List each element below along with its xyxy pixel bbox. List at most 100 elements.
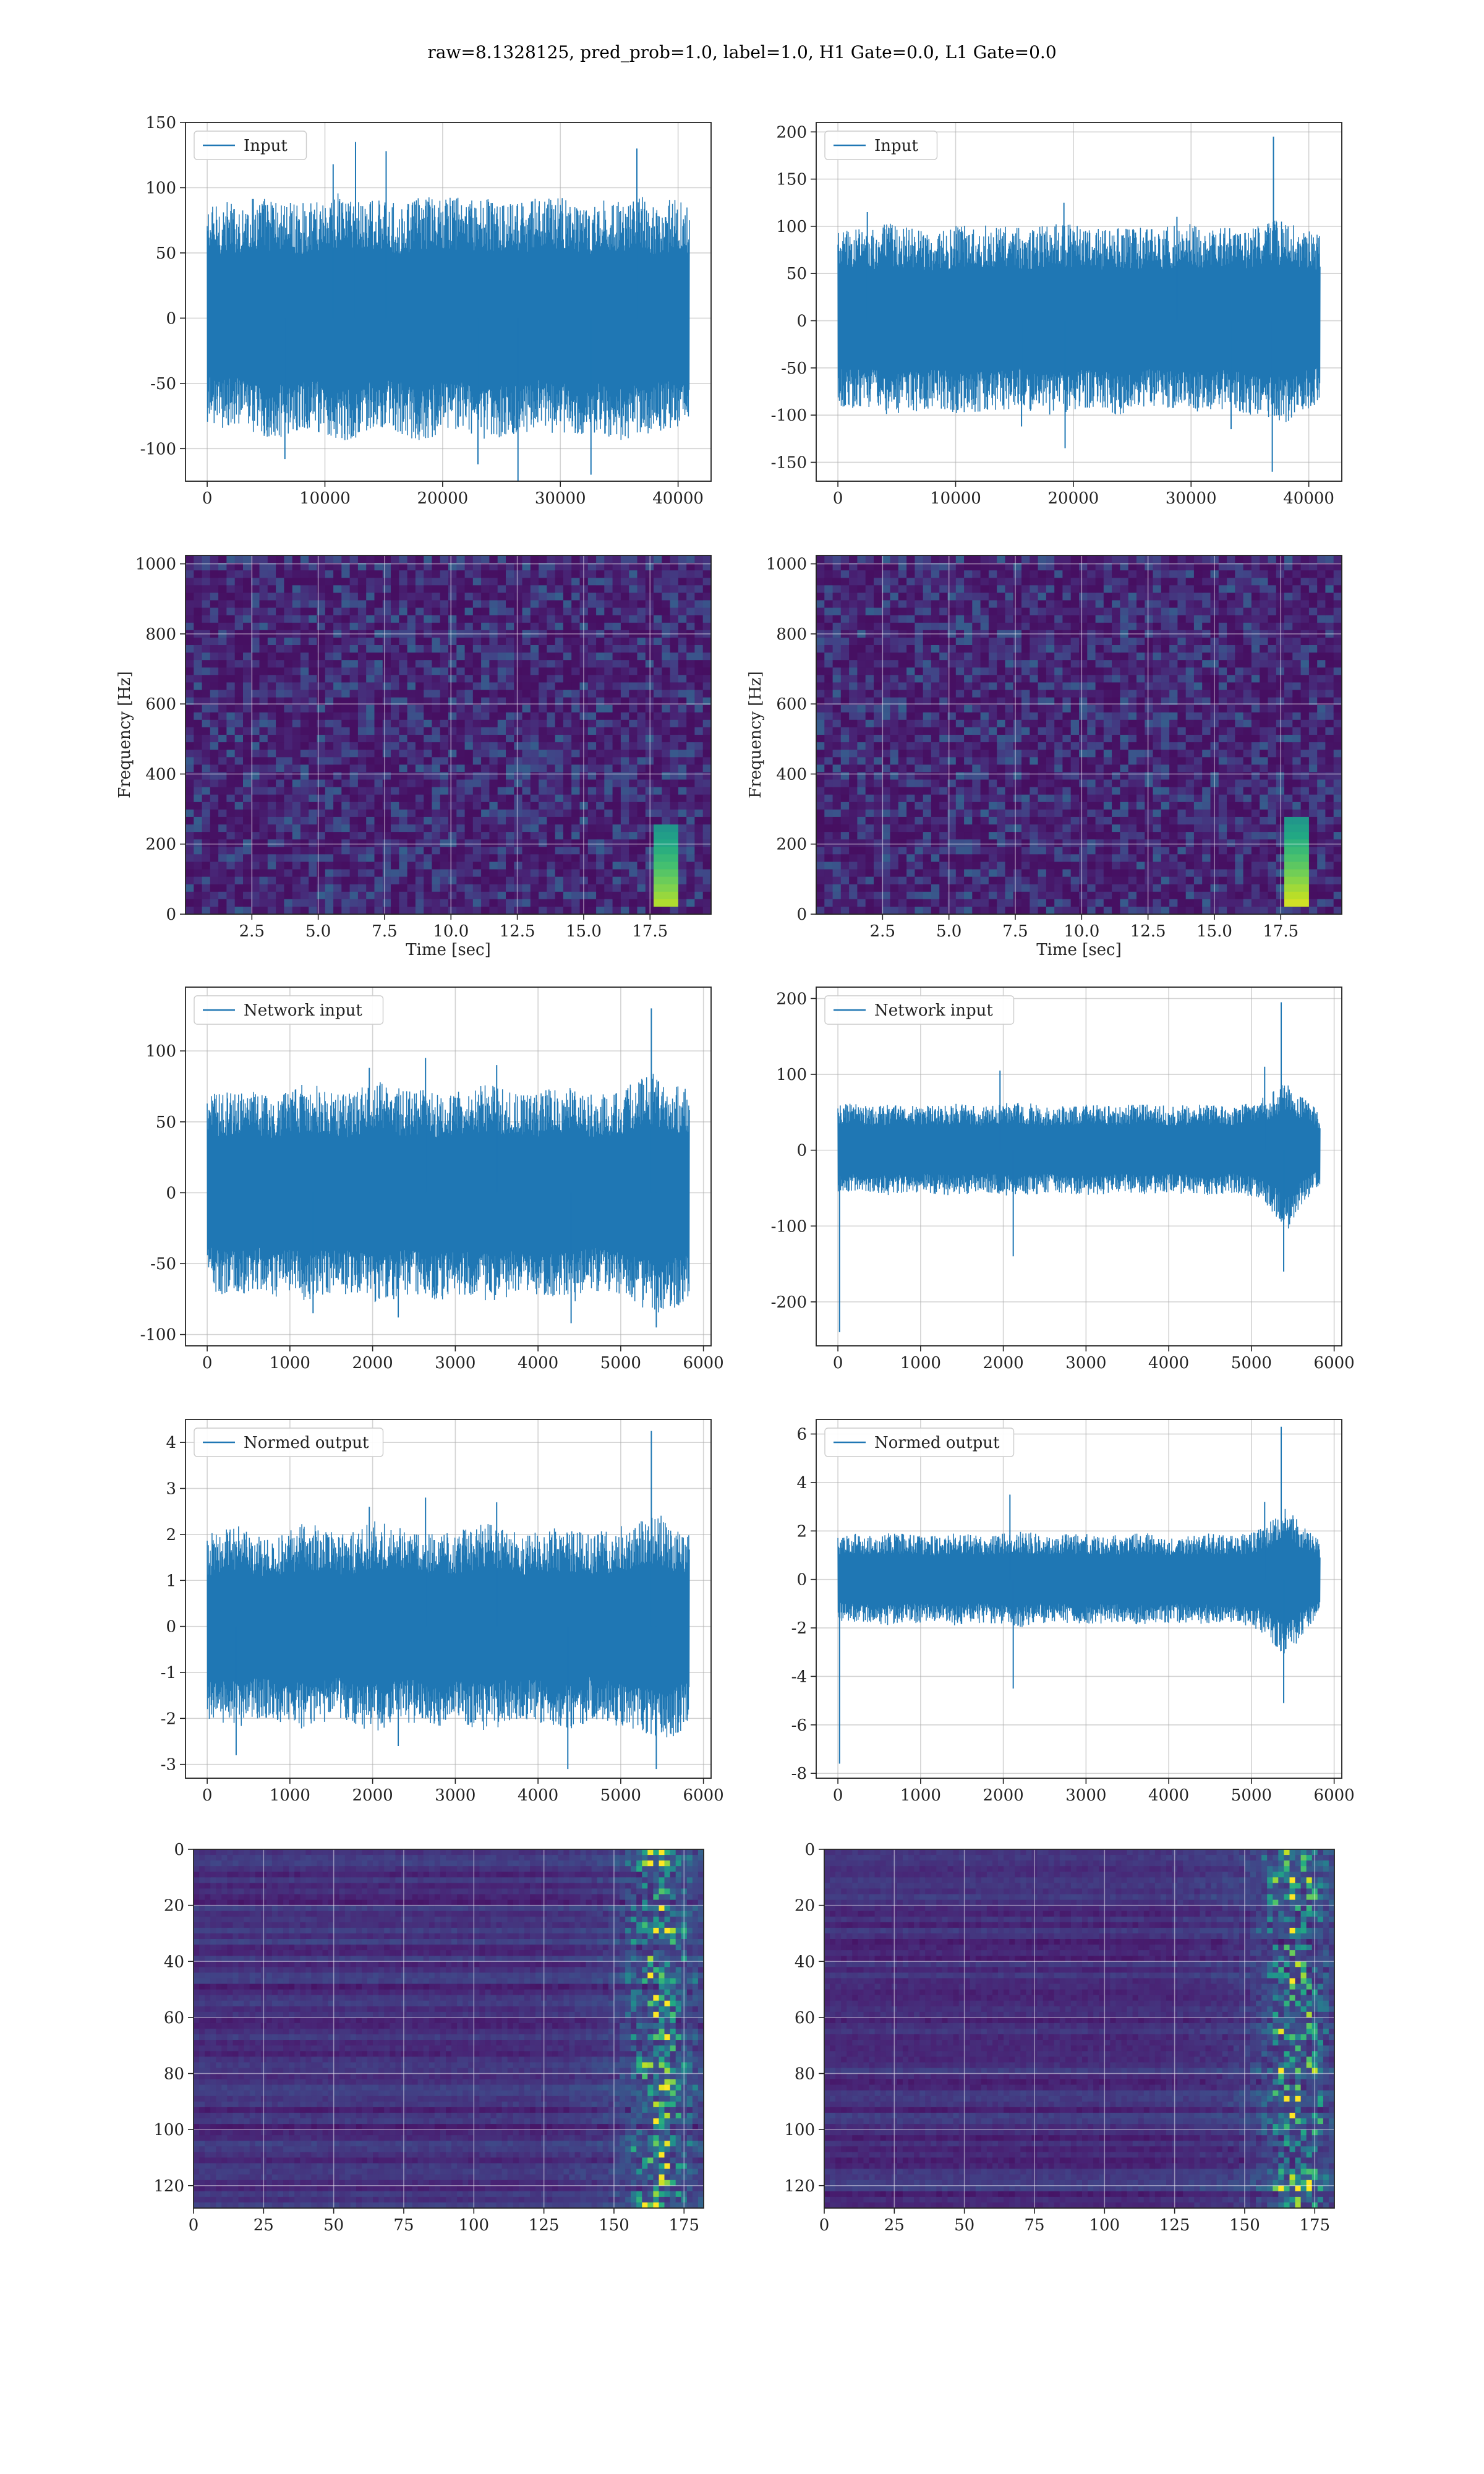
axes-frame bbox=[185, 1419, 712, 1779]
x-tick-label: 17.5 bbox=[632, 922, 668, 941]
legend-box bbox=[194, 131, 307, 160]
legend: Network input bbox=[824, 995, 1015, 1025]
series-line bbox=[207, 1515, 690, 1738]
series-line bbox=[837, 1509, 1321, 1654]
chart-input_h1: 0 10000 20000 30000 40000 -100 -50 0 50 100 150 Inp… bbox=[140, 114, 712, 508]
x-tick-label: 1000 bbox=[900, 1786, 941, 1805]
y-tick-label: -50 bbox=[150, 375, 176, 393]
x-tick-label: 0 bbox=[202, 489, 213, 508]
y-tick-label: -100 bbox=[140, 440, 176, 458]
x-tick-label: 5000 bbox=[600, 1786, 641, 1805]
y-tick-label: 800 bbox=[145, 625, 176, 644]
x-tick-label: 0 bbox=[202, 1786, 213, 1805]
axes-frame bbox=[185, 555, 712, 915]
y-tick-label: 0 bbox=[796, 312, 807, 331]
y-tick-label: 4 bbox=[796, 1474, 807, 1492]
y-tick-label: 400 bbox=[145, 765, 176, 784]
x-tick-label: 25 bbox=[254, 2216, 274, 2235]
y-tick-label: -50 bbox=[150, 1255, 176, 1273]
y-tick-label: -50 bbox=[781, 359, 807, 378]
y-tick-label: 200 bbox=[776, 836, 807, 854]
x-tick-label: 5000 bbox=[1231, 1354, 1272, 1372]
y-tick-label: 200 bbox=[145, 836, 176, 854]
y-tick-label: 1000 bbox=[135, 555, 176, 574]
y-tick-label: 6 bbox=[796, 1426, 807, 1444]
heatmap-cells bbox=[824, 1849, 1334, 2208]
legend-box bbox=[194, 1427, 384, 1457]
x-tick-label: 15.0 bbox=[1196, 922, 1232, 941]
y-tick-label: 600 bbox=[776, 695, 807, 714]
axes-frame bbox=[816, 1419, 1342, 1779]
x-tick-label: 175 bbox=[1299, 2216, 1330, 2235]
y-tick-label: 100 bbox=[784, 2121, 815, 2139]
x-tick-label: 50 bbox=[323, 2216, 344, 2235]
chart-norm_l1: 0 1000 2000 3000 4000 5000 6000 -8 -6 -4 -2 0 2 4 6 Nor… bbox=[791, 1419, 1355, 1805]
y-tick-label: -200 bbox=[771, 1293, 807, 1312]
legend: Input bbox=[824, 131, 938, 160]
axes-frame bbox=[824, 1849, 1335, 2209]
axes-frame bbox=[816, 987, 1342, 1346]
y-tick-label: 0 bbox=[804, 1841, 815, 1859]
x-tick-label: 20000 bbox=[417, 489, 469, 508]
y-tick-label: 60 bbox=[795, 2009, 815, 2027]
x-tick-label: 2.5 bbox=[239, 922, 265, 941]
x-tick-label: 5.0 bbox=[305, 922, 331, 941]
y-tick-label: 100 bbox=[145, 179, 176, 197]
y-tick-label: 0 bbox=[796, 1142, 807, 1160]
y-tick-label: 100 bbox=[153, 2121, 184, 2139]
y-tick-label: 600 bbox=[145, 695, 176, 714]
chart-net_h1: 0 1000 2000 3000 4000 5000 6000 -100 -50 0 50 100 Ne… bbox=[140, 987, 724, 1372]
legend-box bbox=[194, 995, 384, 1025]
legend: Normed output bbox=[194, 1427, 384, 1457]
y-tick-label: 60 bbox=[164, 2009, 184, 2027]
x-tick-label: 2000 bbox=[983, 1786, 1024, 1805]
x-tick-label: 7.5 bbox=[372, 922, 397, 941]
legend-label: Network input bbox=[874, 1001, 993, 1020]
x-tick-label: 10.0 bbox=[1064, 922, 1099, 941]
x-tick-label: 40000 bbox=[652, 489, 704, 508]
x-tick-label: 6000 bbox=[1314, 1786, 1355, 1805]
y-tick-label: 100 bbox=[145, 1042, 176, 1061]
y-tick-label: -2 bbox=[161, 1710, 176, 1728]
x-tick-label: 0 bbox=[833, 489, 843, 508]
x-tick-label: 5000 bbox=[600, 1354, 641, 1372]
x-tick-label: 12.5 bbox=[1130, 922, 1166, 941]
y-tick-label: 2 bbox=[796, 1522, 807, 1541]
y-tick-label: 120 bbox=[784, 2177, 815, 2196]
y-tick-label: -2 bbox=[791, 1619, 807, 1638]
x-tick-label: 2000 bbox=[352, 1354, 393, 1372]
legend-label: Input bbox=[244, 137, 288, 155]
series-line bbox=[207, 193, 690, 440]
y-tick-label: 150 bbox=[145, 114, 176, 132]
x-tick-label: 150 bbox=[1229, 2216, 1260, 2235]
y-axis-label: Frequency [Hz] bbox=[746, 671, 765, 798]
x-tick-label: 100 bbox=[1089, 2216, 1120, 2235]
series-line bbox=[837, 1085, 1321, 1229]
y-tick-label: 100 bbox=[776, 218, 807, 236]
y-tick-label: 0 bbox=[166, 1184, 176, 1202]
x-tick-label: 4000 bbox=[518, 1354, 558, 1372]
legend-label: Network input bbox=[244, 1001, 362, 1020]
y-tick-label: -8 bbox=[791, 1765, 807, 1783]
legend: Input bbox=[194, 131, 307, 160]
y-tick-label: 2 bbox=[166, 1526, 176, 1544]
x-tick-label: 100 bbox=[458, 2216, 489, 2235]
chart-input_l1: 0 10000 20000 30000 40000 -150 -100 -50 0 50 100 15… bbox=[771, 122, 1342, 508]
x-axis-label: Time [sec] bbox=[1036, 941, 1122, 959]
x-tick-label: 1000 bbox=[270, 1786, 310, 1805]
y-tick-label: -3 bbox=[161, 1756, 176, 1774]
y-tick-label: -4 bbox=[791, 1667, 807, 1686]
y-tick-label: 40 bbox=[164, 1953, 184, 1971]
y-tick-label: 20 bbox=[164, 1897, 184, 1915]
chart-spec_h1: 2.5 5.0 7.5 10.0 12.5 15.0 17.5 0 200 400 600 800 10… bbox=[116, 555, 712, 959]
x-tick-label: 5000 bbox=[1231, 1786, 1272, 1805]
x-tick-label: 175 bbox=[668, 2216, 699, 2235]
x-tick-label: 2.5 bbox=[870, 922, 895, 941]
x-tick-label: 125 bbox=[529, 2216, 560, 2235]
x-tick-label: 30000 bbox=[1166, 489, 1217, 508]
y-tick-label: 0 bbox=[166, 1618, 176, 1637]
chart-feat_l1: 0 25 50 75 100 125 150 175 0 20 40 60 80 100 120 bbox=[784, 1841, 1335, 2235]
x-tick-label: 6000 bbox=[683, 1354, 724, 1372]
y-tick-label: 0 bbox=[166, 309, 176, 328]
